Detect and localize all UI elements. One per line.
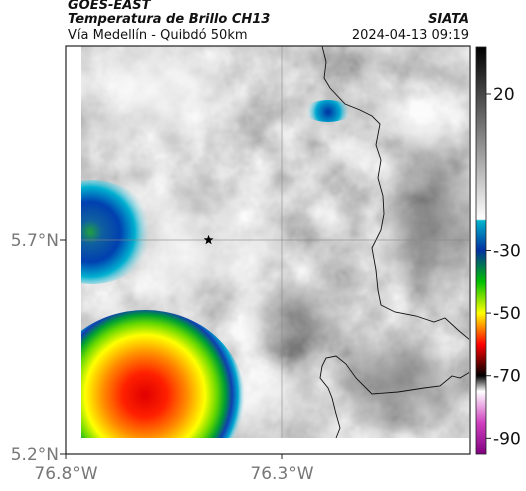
source-label: SIATA [428,12,469,27]
route-subtitle: Vía Medellín - Quibdó 50km [68,28,248,43]
product-title: Temperatura de Brillo CH13 [68,12,271,27]
location-marker-star [203,234,214,245]
datetime-label: 2024-04-13 09:19 [351,28,469,43]
satellite-title: GOES-EAST [68,0,151,13]
colorbar-tick-label: -50 [493,304,521,324]
country-border [321,46,469,340]
department-border [319,355,469,438]
y-tick-label: 5.7°N [11,231,59,251]
colorbar-tick-label: -70 [493,367,521,387]
x-tick-label: 76.3°W [250,464,313,484]
satellite-image [81,46,469,438]
x-tick-label: 76.8°W [34,464,97,484]
plot-frame [65,45,471,455]
colorbar-tick-label: 20 [493,85,515,105]
colorbar: 20 -30 -50 -70 -90 [475,46,521,455]
y-tick-label: 5.2°N [11,445,59,465]
colorbar-tick-label: -30 [493,242,521,262]
colorbar-tick-label: -90 [493,429,521,449]
